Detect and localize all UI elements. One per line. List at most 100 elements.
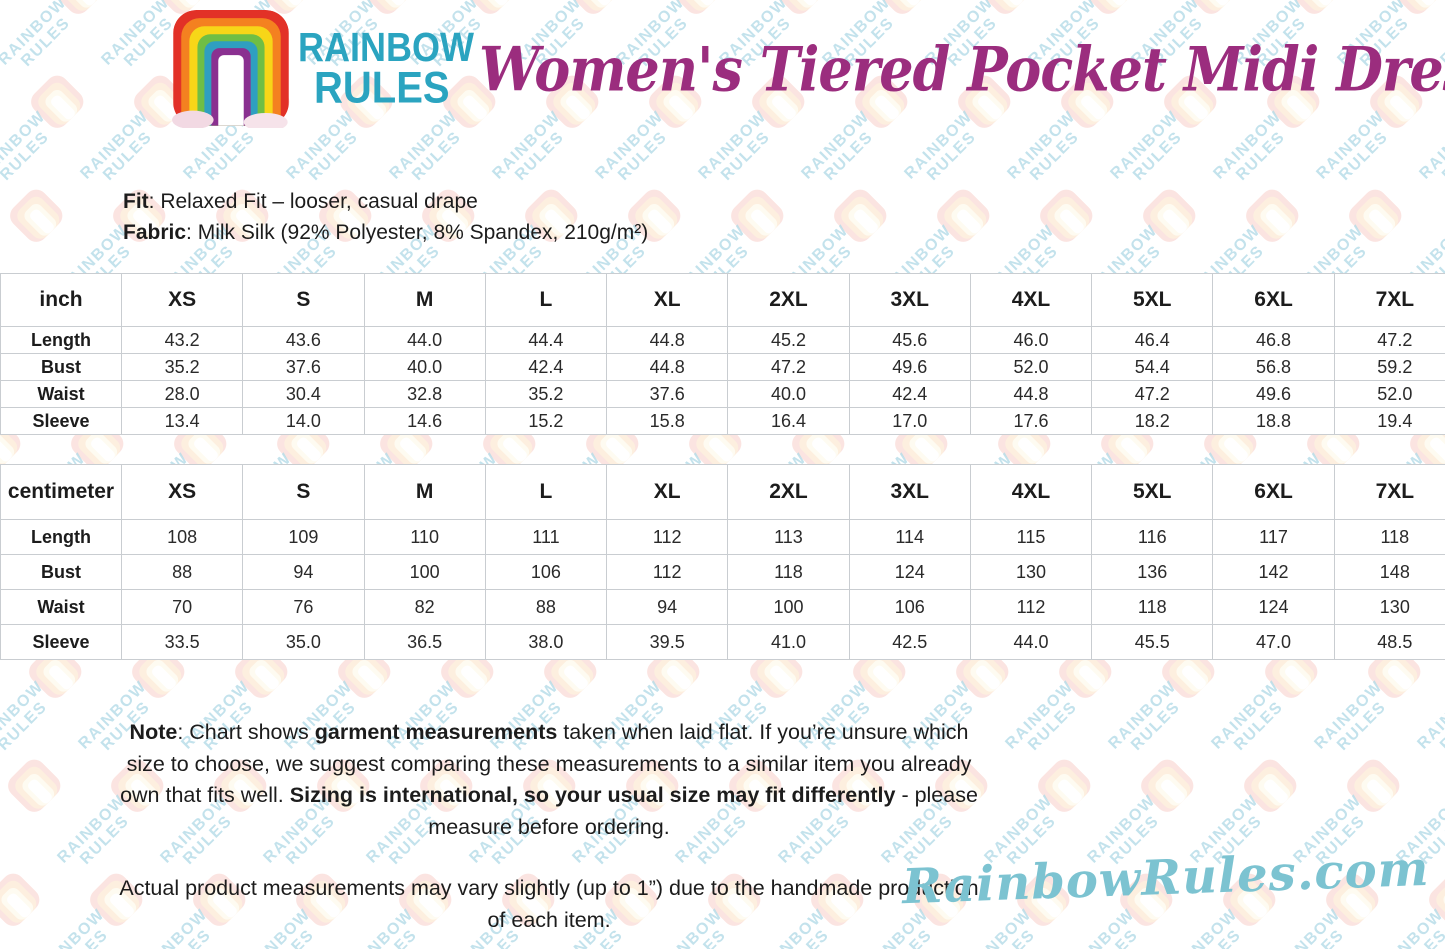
size-column-header: S: [242, 464, 365, 520]
sizing-note: Note: Chart shows garment measurements t…: [110, 717, 988, 843]
measurement-value: 108: [120, 519, 244, 555]
watermark-rainbow-icon: [313, 183, 382, 252]
measurement-value: 33.5: [120, 624, 244, 660]
watermark-rainbow-icon: [105, 753, 174, 822]
measurement-value: 76: [242, 589, 365, 625]
note-segment: : Chart shows: [177, 720, 315, 744]
watermark-rainbow-icon: [767, 0, 836, 24]
measurement-value: 36.5: [363, 624, 486, 660]
disclaimer-text: Actual product measurements may vary sli…: [119, 876, 979, 932]
size-column-header: XL: [606, 464, 729, 520]
measurement-value: 44.8: [969, 380, 1093, 408]
measurement-row: Bust 35.2 37.6 40.0 42.4 44.8 47.2 49.6 52.0 54.4…: [0, 353, 1445, 381]
rainbow-logo-icon: [172, 10, 289, 128]
size-column-header: 5XL: [1091, 464, 1214, 520]
watermark-rainbow-icon: [1011, 867, 1080, 936]
watermark-rainbow-icon: [437, 69, 506, 138]
measurement-label: Waist: [0, 380, 122, 408]
measurement-value: 40.0: [363, 353, 486, 381]
size-column-header: 3XL: [848, 273, 971, 327]
size-table-centimeter: centimeter XS S M L XL 2XL 3XL 4XL 5XL 6XL 7XL Lengt…: [0, 464, 1445, 660]
measurement-value: 38.0: [484, 624, 608, 660]
measurement-value: 113: [727, 519, 850, 555]
measurement-label: Bust: [0, 554, 122, 590]
watermark-rainbow-icon: [702, 867, 771, 936]
measurement-value: 44.0: [969, 624, 1093, 660]
measurement-value: 46.0: [969, 326, 1093, 354]
size-column-header: M: [363, 273, 486, 327]
measurement-value: 114: [848, 519, 971, 555]
measurement-value: 59.2: [1333, 353, 1445, 381]
measurement-value: 42.4: [848, 380, 971, 408]
watermark-rainbow-icon: [1055, 69, 1124, 138]
watermark-rainbow-icon: [1282, 0, 1351, 24]
watermark-rainbow-icon: [1032, 753, 1101, 822]
watermark-rainbow-icon: [208, 753, 277, 822]
watermark-rainbow-icon: [187, 867, 256, 936]
measurement-value: 100: [363, 554, 486, 590]
measurement-value: 115: [969, 519, 1093, 555]
watermark-rainbow-icon: [1114, 867, 1183, 936]
measurement-value: 106: [848, 589, 971, 625]
fabric-label: Fabric: [123, 221, 187, 244]
watermark-rainbow-icon: [1341, 753, 1410, 822]
size-column-header: XL: [606, 273, 729, 327]
watermark-rainbow-icon: [517, 753, 586, 822]
watermark-rainbow-icon: [849, 69, 918, 138]
watermark-rainbow-icon: [725, 183, 794, 252]
measurement-value: 14.0: [242, 407, 365, 435]
measurement-row: Waist 70 76 82 88 94 100 106 112 118 124 130: [0, 589, 1445, 625]
size-header-row: inch XS S M L XL 2XL 3XL 4XL 5XL 6XL 7XL: [0, 273, 1445, 327]
watermark-rainbow-icon: [1158, 69, 1227, 138]
measurement-row: Sleeve 33.5 35.0 36.5 38.0 39.5 41.0 42.5 44.0 45…: [0, 624, 1445, 660]
measurement-value: 41.0: [727, 624, 850, 660]
unit-label: centimeter: [0, 464, 122, 520]
watermark-rainbow-icon: [643, 69, 712, 138]
watermark-rainbow-icon: [1320, 867, 1389, 936]
measurement-value: 44.4: [484, 326, 608, 354]
measurement-value: 48.5: [1333, 624, 1445, 660]
measurement-value: 142: [1212, 554, 1335, 590]
measurement-label: Sleeve: [0, 407, 122, 435]
watermark-rainbow-icon: [458, 0, 527, 24]
measurement-value: 109: [242, 519, 365, 555]
size-column-header: 4XL: [969, 273, 1093, 327]
measurement-value: 43.6: [242, 326, 365, 354]
measurement-value: 18.8: [1212, 407, 1335, 435]
measurement-label: Length: [0, 326, 122, 354]
watermark-rainbow-icon: [4, 183, 73, 252]
size-column-header: 3XL: [848, 464, 971, 520]
measurement-value: 17.0: [848, 407, 971, 435]
measurement-label: Sleeve: [0, 624, 122, 660]
header: RAINBOW RULES Women's Tiered Pocket Midi…: [0, 10, 1445, 128]
watermark-rainbow-icon: [149, 0, 218, 24]
watermark-rainbow-icon: [107, 183, 176, 252]
watermark-rainbow-icon: [870, 0, 939, 24]
measurement-value: 148: [1333, 554, 1445, 590]
watermark-rainbow-icon: [210, 183, 279, 252]
watermark-rainbow-icon: [561, 0, 630, 24]
note-segment: taken when laid flat. If you’re unsure w…: [120, 720, 972, 807]
measurement-value: 117: [1212, 519, 1335, 555]
size-column-header: M: [363, 464, 486, 520]
measurement-value: 37.6: [242, 353, 365, 381]
measurement-value: 37.6: [606, 380, 729, 408]
watermark-rainbow-icon: [416, 183, 485, 252]
measurement-row: Bust 88 94 100 106 112 118 124 130 136 142 148: [0, 554, 1445, 590]
measurement-value: 35.2: [120, 353, 244, 381]
measurement-value: 116: [1091, 519, 1214, 555]
watermark-rainbow-icon: [1137, 183, 1206, 252]
measurement-value: 35.2: [484, 380, 608, 408]
measurement-value: 112: [606, 554, 729, 590]
size-column-header: L: [484, 464, 608, 520]
measurement-label: Bust: [0, 353, 122, 381]
measurement-value: 15.8: [606, 407, 729, 435]
size-column-header: 7XL: [1333, 464, 1445, 520]
watermark-rainbow-icon: [2, 753, 71, 822]
size-column-header: 4XL: [969, 464, 1093, 520]
watermark-rainbow-icon: [826, 753, 895, 822]
measurement-value: 46.8: [1212, 326, 1335, 354]
watermark-rainbow-icon: [746, 69, 815, 138]
